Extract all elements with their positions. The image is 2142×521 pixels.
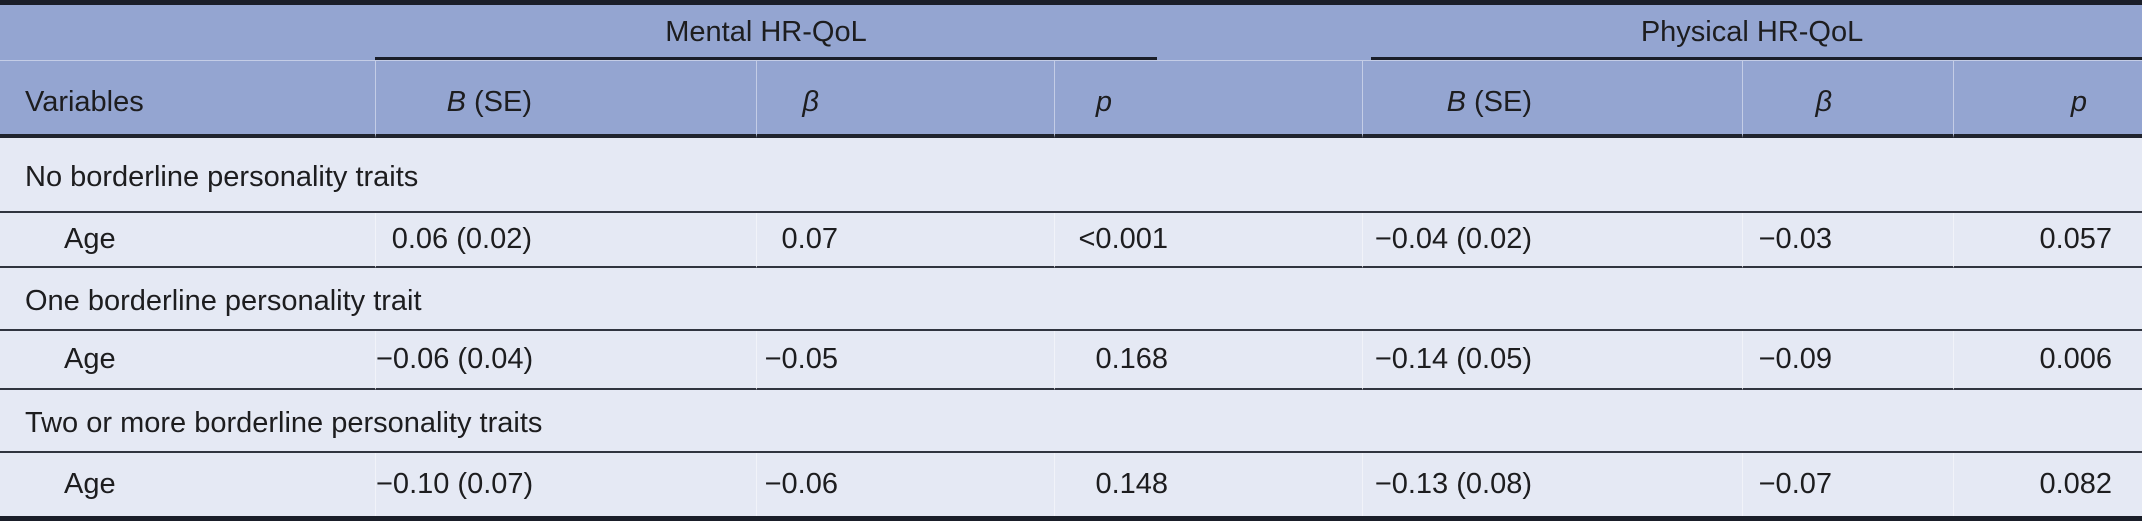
cell-mental-p: 0.148 <box>1054 453 1363 516</box>
data-row-two-or-more-traits-age: Age −0.10 (0.07) −0.06 0.148 −0.13 (0.08… <box>0 453 2142 516</box>
cell-physical-b-se: −0.14 (0.05) <box>1362 331 1743 390</box>
group-header-mental-hrqol: Mental HR-QoL <box>375 5 1363 61</box>
variable-cell: Age <box>0 213 375 268</box>
column-header-mental-b-se: B (SE) <box>375 61 756 138</box>
group-header-physical-hrqol: Physical HR-QoL <box>1362 5 2142 61</box>
group-header-row: Mental HR-QoL Physical HR-QoL <box>0 5 2142 61</box>
column-header-physical-p: p <box>1953 61 2142 138</box>
cell-mental-p: 0.168 <box>1054 331 1363 390</box>
cell-physical-beta: −0.09 <box>1742 331 1954 390</box>
section-row-one-trait: One borderline personality trait <box>0 268 2142 331</box>
table-header: Mental HR-QoL Physical HR-QoL Variables … <box>0 5 2142 138</box>
table-body: No borderline personality traits Age 0.0… <box>0 138 2142 516</box>
variable-cell: Age <box>0 453 375 516</box>
section-header: No borderline personality traits <box>0 138 2142 213</box>
b-label: B <box>446 86 466 118</box>
column-header-physical-b-se: B (SE) <box>1362 61 1743 138</box>
cell-physical-b-se: −0.04 (0.02) <box>1362 213 1743 268</box>
physical-span-rule <box>1371 57 2142 60</box>
cell-physical-b-se: −0.13 (0.08) <box>1362 453 1743 516</box>
data-row-one-trait-age: Age −0.06 (0.04) −0.05 0.168 −0.14 (0.05… <box>0 331 2142 390</box>
cell-physical-beta: −0.07 <box>1742 453 1954 516</box>
group-header-mental-label: Mental HR-QoL <box>665 16 867 48</box>
cell-mental-p: <0.001 <box>1054 213 1363 268</box>
se-label: (SE) <box>1474 86 1533 118</box>
cell-mental-beta: −0.05 <box>756 331 1054 390</box>
cell-mental-b-se: 0.06 (0.02) <box>375 213 756 268</box>
group-header-spacer <box>0 5 375 61</box>
section-header: Two or more borderline personality trait… <box>0 390 2142 453</box>
column-header-row: Variables B (SE) β p B (SE) β p <box>0 61 2142 138</box>
cell-physical-p: 0.006 <box>1953 331 2142 390</box>
data-row-no-traits-age: Age 0.06 (0.02) 0.07 <0.001 −0.04 (0.02)… <box>0 213 2142 268</box>
cell-physical-p: 0.082 <box>1953 453 2142 516</box>
regression-results-table: Mental HR-QoL Physical HR-QoL Variables … <box>0 5 2142 516</box>
section-header: One borderline personality trait <box>0 268 2142 331</box>
column-header-physical-beta: β <box>1742 61 1954 138</box>
cell-mental-beta: 0.07 <box>756 213 1054 268</box>
column-header-mental-beta: β <box>756 61 1054 138</box>
variable-cell: Age <box>0 331 375 390</box>
cell-physical-p: 0.057 <box>1953 213 2142 268</box>
section-row-two-or-more-traits: Two or more borderline personality trait… <box>0 390 2142 453</box>
cell-mental-beta: −0.06 <box>756 453 1054 516</box>
column-header-mental-p: p <box>1054 61 1363 138</box>
cell-mental-b-se: −0.06 (0.04) <box>375 331 756 390</box>
cell-mental-b-se: −0.10 (0.07) <box>375 453 756 516</box>
mental-span-rule <box>375 57 1158 60</box>
group-header-physical-label: Physical HR-QoL <box>1640 16 1864 48</box>
cell-physical-beta: −0.03 <box>1742 213 1954 268</box>
b-label: B <box>1446 86 1467 118</box>
section-row-no-traits: No borderline personality traits <box>0 138 2142 213</box>
se-label: (SE) <box>474 86 532 118</box>
column-header-variables: Variables <box>0 61 375 138</box>
